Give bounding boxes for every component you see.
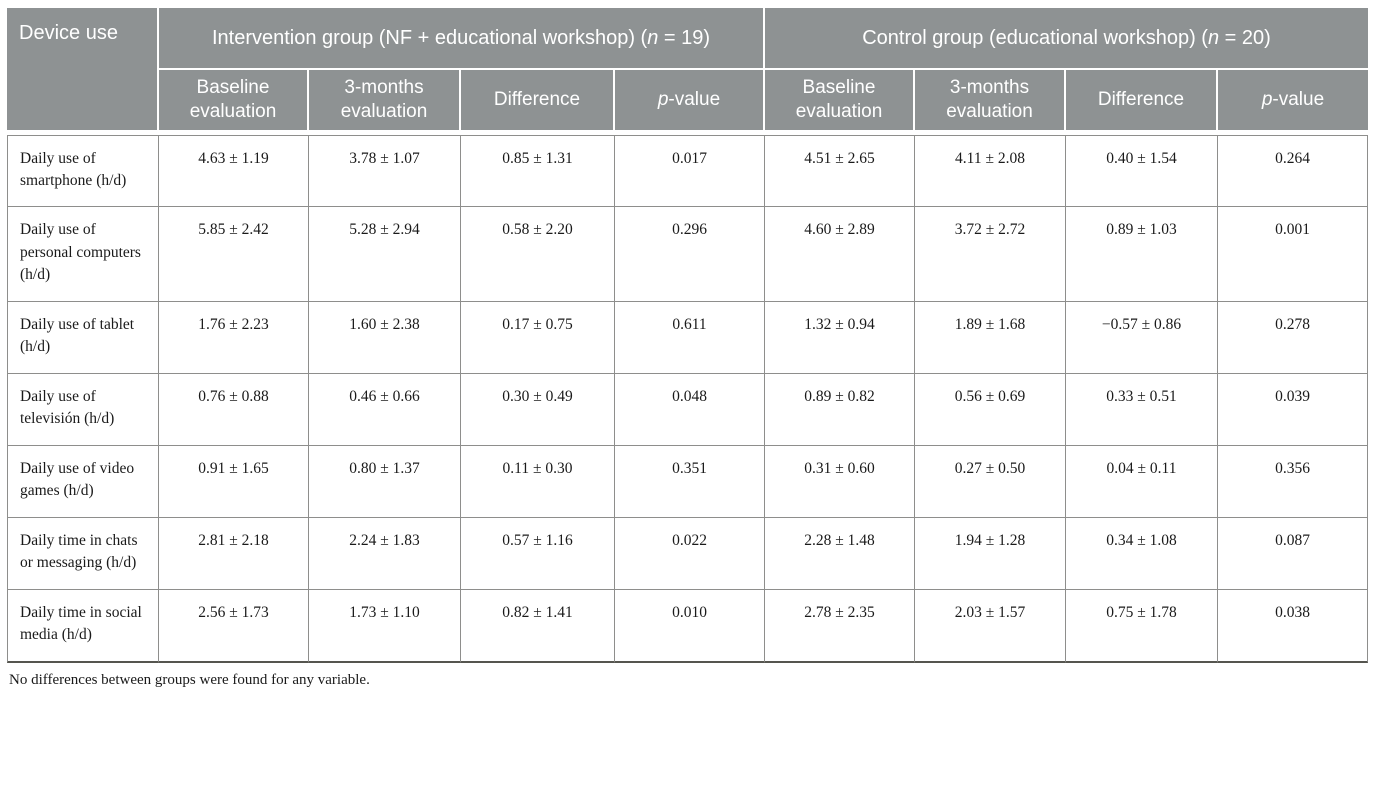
table-row: Daily time in social media (h/d) 2.56 ± 1… (7, 589, 1368, 663)
header-control-baseline: Baseline evaluation (765, 70, 915, 135)
data-cell: 4.51 ± 2.65 (765, 134, 915, 208)
data-cell: 0.40 ± 1.54 (1066, 134, 1218, 208)
p-symbol: p (657, 88, 669, 110)
row-label: Daily use of televisión (h/d) (7, 373, 159, 446)
table-row: Daily use of video games (h/d) 0.91 ± 1.6… (7, 445, 1368, 518)
data-cell: 1.89 ± 1.68 (915, 301, 1066, 374)
control-n-value: = 20) (1219, 27, 1271, 49)
table-row: Daily use of smartphone (h/d) 4.63 ± 1.19… (7, 134, 1368, 208)
table-row: Daily use of televisión (h/d) 0.76 ± 0.88… (7, 373, 1368, 446)
data-cell: 0.57 ± 1.16 (461, 517, 615, 590)
data-cell: 0.82 ± 1.41 (461, 589, 615, 663)
row-label: Daily use of tablet (h/d) (7, 301, 159, 374)
data-cell: 2.81 ± 2.18 (159, 517, 309, 590)
data-cell: 1.60 ± 2.38 (309, 301, 461, 374)
table-row: Daily use of personal computers (h/d) 5.8… (7, 207, 1368, 302)
header-intervention-baseline: Baseline evaluation (159, 70, 309, 135)
data-cell: 0.278 (1218, 301, 1368, 374)
data-cell: 0.264 (1218, 134, 1368, 208)
data-cell: 0.30 ± 0.49 (461, 373, 615, 446)
header-control-3months: 3-months evaluation (915, 70, 1066, 135)
data-cell: 0.80 ± 1.37 (309, 445, 461, 518)
data-cell: 1.73 ± 1.10 (309, 589, 461, 663)
control-group-title: Control group (educational workshop) ( (862, 27, 1208, 49)
data-cell: 4.11 ± 2.08 (915, 134, 1066, 208)
data-cell: 0.89 ± 0.82 (765, 373, 915, 446)
data-cell: 0.048 (615, 373, 765, 446)
data-cell: 0.351 (615, 445, 765, 518)
row-label: Daily use of video games (h/d) (7, 445, 159, 518)
data-cell: 0.611 (615, 301, 765, 374)
header-intervention-pvalue: p-value (615, 70, 765, 135)
data-cell: 2.03 ± 1.57 (915, 589, 1066, 663)
header-subcolumn-row: Baseline evaluation 3-months evaluation … (7, 70, 1368, 135)
data-cell: 5.28 ± 2.94 (309, 207, 461, 302)
data-cell: 0.039 (1218, 373, 1368, 446)
data-cell: −0.57 ± 0.86 (1066, 301, 1218, 374)
table-footnote: No differences between groups were found… (9, 671, 370, 688)
control-n-symbol: n (1207, 27, 1220, 49)
data-cell: 2.78 ± 2.35 (765, 589, 915, 663)
device-use-table: Device use Intervention group (NF + educ… (7, 8, 1368, 663)
data-cell: 0.010 (615, 589, 765, 663)
data-cell: 2.24 ± 1.83 (309, 517, 461, 590)
row-label: Daily use of smartphone (h/d) (7, 134, 159, 208)
data-cell: 0.038 (1218, 589, 1368, 663)
data-cell: 0.58 ± 2.20 (461, 207, 615, 302)
header-group-control: Control group (educational workshop) (n … (765, 8, 1368, 70)
data-cell: 0.76 ± 0.88 (159, 373, 309, 446)
data-cell: 1.76 ± 2.23 (159, 301, 309, 374)
data-cell: 0.017 (615, 134, 765, 208)
p-value-suffix: -value (668, 88, 721, 110)
data-cell: 0.91 ± 1.65 (159, 445, 309, 518)
data-cell: 0.34 ± 1.08 (1066, 517, 1218, 590)
p-symbol: p (1261, 88, 1273, 110)
table-row: Daily time in chats or messaging (h/d) 2.… (7, 517, 1368, 590)
header-control-difference: Difference (1066, 70, 1218, 135)
table-row: Daily use of tablet (h/d) 1.76 ± 2.23 1.60… (7, 301, 1368, 374)
row-label: Daily use of personal computers (h/d) (7, 207, 159, 302)
data-cell: 0.356 (1218, 445, 1368, 518)
data-cell: 1.94 ± 1.28 (915, 517, 1066, 590)
p-value-suffix: -value (1272, 88, 1325, 110)
data-cell: 0.56 ± 0.69 (915, 373, 1066, 446)
data-cell: 2.28 ± 1.48 (765, 517, 915, 590)
data-cell: 0.27 ± 0.50 (915, 445, 1066, 518)
data-cell: 4.63 ± 1.19 (159, 134, 309, 208)
data-cell: 0.022 (615, 517, 765, 590)
data-cell: 0.46 ± 0.66 (309, 373, 461, 446)
header-group-row: Device use Intervention group (NF + educ… (7, 8, 1368, 135)
header-control-pvalue: p-value (1218, 70, 1368, 135)
data-cell: 0.89 ± 1.03 (1066, 207, 1218, 302)
data-cell: 0.85 ± 1.31 (461, 134, 615, 208)
data-cell: 0.11 ± 0.30 (461, 445, 615, 518)
data-cell: 5.85 ± 2.42 (159, 207, 309, 302)
data-cell: 4.60 ± 2.89 (765, 207, 915, 302)
row-label: Daily time in social media (h/d) (7, 589, 159, 663)
data-cell: 0.17 ± 0.75 (461, 301, 615, 374)
table-header: Device use Intervention group (NF + educ… (7, 8, 1368, 135)
data-cell: 3.78 ± 1.07 (309, 134, 461, 208)
intervention-n-value: = 19) (658, 27, 711, 49)
data-cell: 2.56 ± 1.73 (159, 589, 309, 663)
data-cell: 0.001 (1218, 207, 1368, 302)
header-intervention-difference: Difference (461, 70, 615, 135)
data-cell: 0.04 ± 0.11 (1066, 445, 1218, 518)
header-group-intervention: Intervention group (NF + educational wor… (159, 8, 765, 70)
intervention-group-title: Intervention group (NF + educational wor… (211, 27, 648, 49)
row-label: Daily time in chats or messaging (h/d) (7, 517, 159, 590)
device-use-label: Device use (19, 22, 118, 44)
data-cell: 1.32 ± 0.94 (765, 301, 915, 374)
data-cell: 0.296 (615, 207, 765, 302)
data-cell: 3.72 ± 2.72 (915, 207, 1066, 302)
header-device-use: Device use (7, 8, 159, 135)
table-body: Daily use of smartphone (h/d) 4.63 ± 1.19… (7, 134, 1368, 663)
intervention-n-symbol: n (647, 27, 659, 49)
data-cell: 0.087 (1218, 517, 1368, 590)
data-cell: 0.33 ± 0.51 (1066, 373, 1218, 446)
header-intervention-3months: 3-months evaluation (309, 70, 461, 135)
data-cell: 0.75 ± 1.78 (1066, 589, 1218, 663)
data-cell: 0.31 ± 0.60 (765, 445, 915, 518)
